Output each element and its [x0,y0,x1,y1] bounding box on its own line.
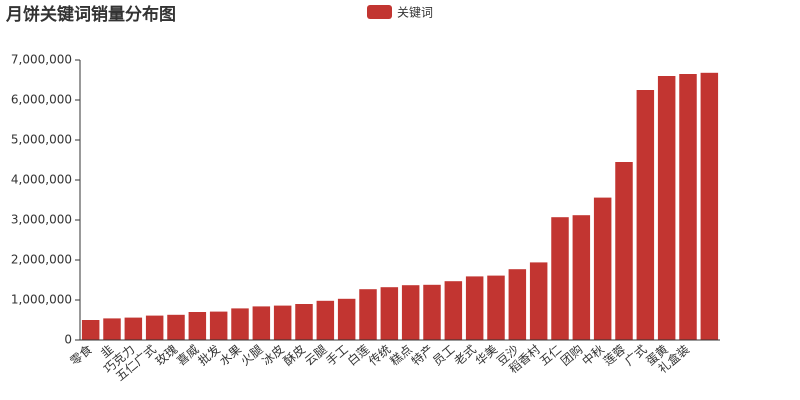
y-tick-label: 3,000,000 [11,213,72,227]
bar [124,317,143,340]
bar [145,315,164,340]
y-tick-label: 6,000,000 [11,93,72,107]
bar [657,76,676,340]
y-tick-label: 7,000,000 [11,53,72,67]
bar [401,285,420,340]
bar [679,74,697,340]
y-tick-label: 2,000,000 [11,253,72,267]
bar [337,298,356,340]
bar [188,312,207,340]
bar [551,217,569,340]
bar [273,305,292,340]
bar [103,318,121,340]
bar [81,320,100,340]
bar [295,304,313,340]
bar [316,300,335,340]
bar [615,162,633,340]
bar [444,281,463,340]
legend-swatch [367,5,392,19]
bar [508,269,527,340]
bar [252,306,271,340]
y-tick-label: 5,000,000 [11,133,72,147]
bar [593,197,612,340]
legend-label: 关键词 [397,6,433,20]
chart-title: 月饼关键词销量分布图 [5,4,176,25]
bar [636,90,655,340]
bar [167,314,185,340]
bar [529,262,548,340]
bar [572,215,591,340]
bar [359,289,377,340]
bar [209,311,228,340]
bar [380,287,399,340]
bar [465,276,484,340]
y-tick-label: 4,000,000 [11,173,72,187]
bar [487,275,505,340]
y-tick-label: 0 [64,333,72,347]
bar [423,284,441,340]
bar [231,308,249,340]
y-tick-label: 1,000,000 [11,293,72,307]
bar [700,72,719,341]
